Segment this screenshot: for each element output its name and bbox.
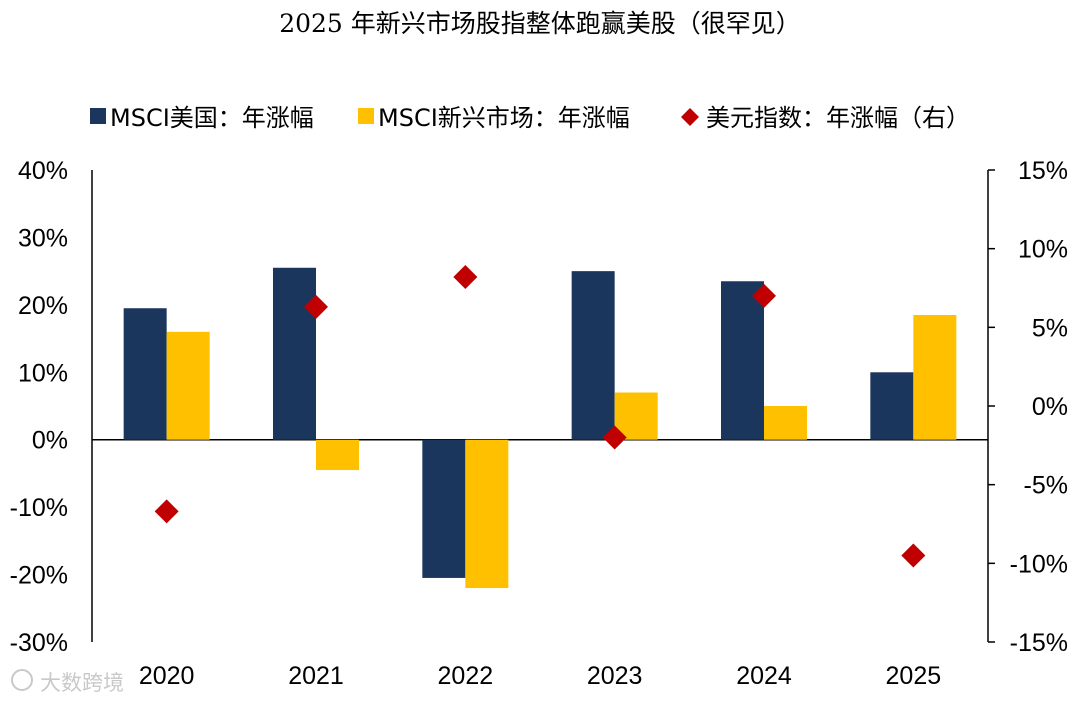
legend-label-msci-us: MSCI美国：年涨幅 [110,104,314,132]
x-tick-label: 2022 [438,662,494,690]
marker-dxy-2021 [304,294,328,319]
right-tick-label: 5% [1032,314,1068,342]
marker-dxy-2025 [901,543,926,568]
x-tick-label: 2021 [288,662,344,690]
bar-msci-em-2023 [614,392,658,440]
bar-msci-us-2020 [123,308,167,440]
bar-msci-us-2024 [721,281,764,440]
x-tick-label: 2023 [587,662,643,690]
left-tick-label: -10% [10,494,68,522]
watermark: 大数跨境 [11,669,124,695]
bar-msci-em-2022 [465,439,509,589]
axis-labels: -30% -20% -10% 0% 10% 20% 30% 40% -15% -10% -5% 0% 5… [10,157,1068,690]
watermark-text: 大数跨境 [40,671,124,695]
left-tick-label: 40% [18,157,68,185]
right-tick-label: 15% [1018,157,1068,185]
legend: MSCI美国：年涨幅 MSCI新兴市场：年涨幅 美元指数：年涨幅（右） [90,104,970,132]
marker-dxy-2022 [453,264,478,289]
x-tick-label: 2025 [886,662,942,690]
legend-marker-dxy [681,108,699,126]
left-tick-label: 10% [18,359,68,387]
left-tick-label: -30% [10,629,68,657]
chart-title: 2025 年新兴市场股指整体跑赢美股（很罕见） [279,9,801,38]
left-tick-label: 0% [32,427,68,455]
left-tick-label: 20% [18,292,68,320]
right-tick-label: -5% [1024,472,1068,500]
left-tick-label: -20% [10,562,68,590]
markers [154,264,926,568]
bar-msci-em-2024 [764,406,807,440]
bar-msci-em-2025 [913,314,957,440]
right-tick-label: 0% [1032,393,1068,421]
bar-msci-us-2021 [273,267,316,440]
right-tick-label: -10% [1010,550,1068,578]
marker-dxy-2024 [752,283,776,308]
legend-swatch-msci-em [358,108,374,124]
axes [91,169,995,643]
legend-label-dxy: 美元指数：年涨幅（右） [706,104,970,132]
bar-msci-em-2021 [316,439,359,471]
bar-msci-us-2025 [870,372,914,440]
legend-item-msci-em: MSCI新兴市场：年涨幅 [358,104,630,132]
left-tick-label: 30% [18,224,68,252]
bars [123,267,957,589]
legend-item-msci-us: MSCI美国：年涨幅 [90,104,314,132]
x-tick-label: 2024 [736,662,792,690]
marker-dxy-2023 [602,425,627,450]
legend-item-dxy: 美元指数：年涨幅（右） [681,104,970,132]
marker-dxy-2020 [154,499,179,524]
bar-msci-us-2023 [571,271,615,440]
bar-msci-us-2022 [422,439,466,578]
legend-swatch-msci-us [90,108,106,124]
watermark-logo-icon [11,669,33,691]
bar-msci-em-2020 [166,331,210,440]
legend-label-msci-em: MSCI新兴市场：年涨幅 [378,104,630,132]
right-tick-label: 10% [1018,236,1068,264]
right-tick-label: -15% [1010,629,1068,657]
x-tick-label: 2020 [139,662,195,690]
